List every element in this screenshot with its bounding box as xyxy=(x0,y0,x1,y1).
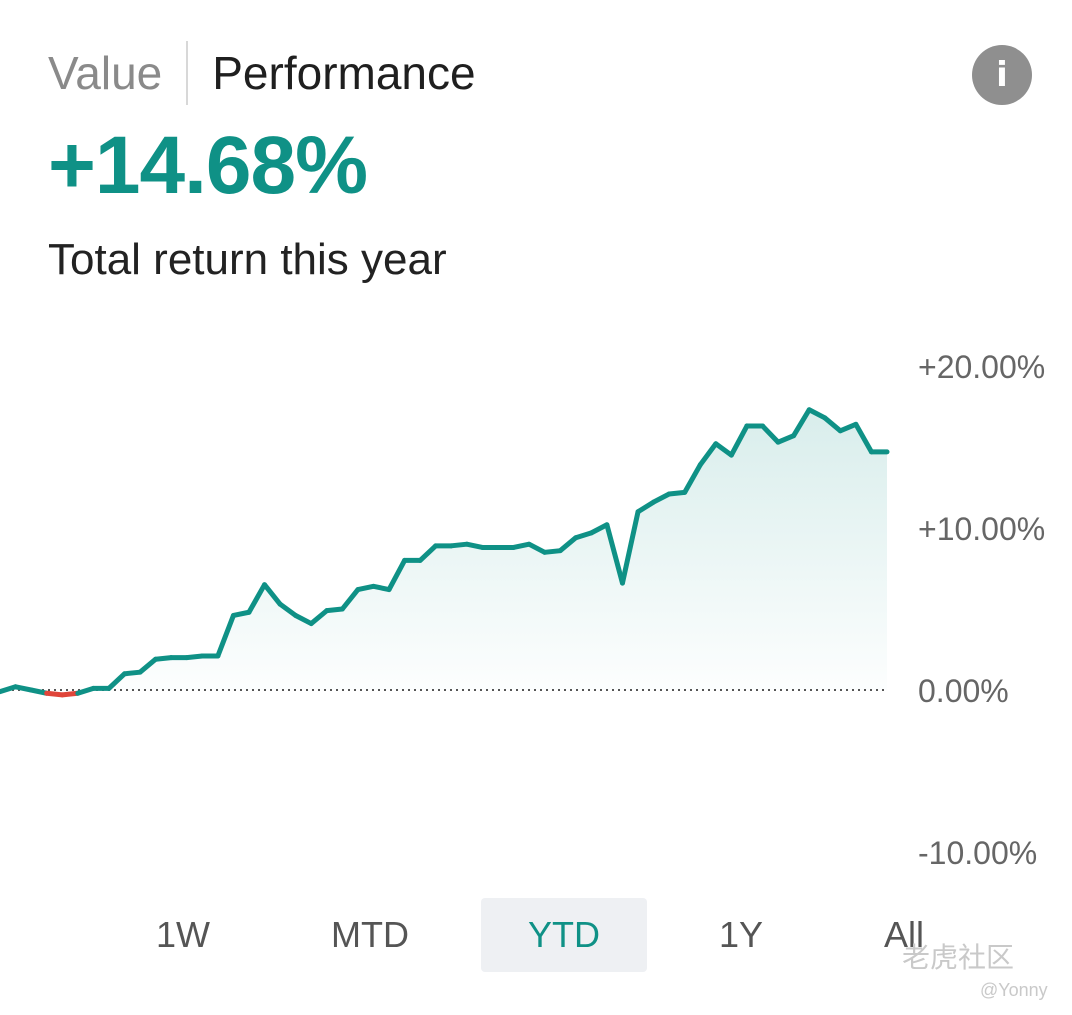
tab-divider xyxy=(186,41,189,105)
y-tick-label: +20.00% xyxy=(918,349,1045,385)
watermark-user: @Yonny xyxy=(980,980,1048,1000)
series-line-segment xyxy=(526,541,548,555)
y-tick-label: -10.00% xyxy=(918,835,1037,871)
series-line-segment xyxy=(230,609,252,618)
y-tick-label: 0.00% xyxy=(918,673,1009,709)
performance-chart: +20.00% +10.00% 0.00% -10.00% xyxy=(0,349,1045,871)
series-line-segment xyxy=(697,441,719,468)
series-line-segment xyxy=(588,522,610,536)
series-line-segment xyxy=(324,606,345,614)
info-icon[interactable]: i xyxy=(972,45,1032,105)
series-line-segment xyxy=(760,423,781,445)
series-line-segment xyxy=(75,685,96,696)
range-1w[interactable]: 1W xyxy=(156,914,210,955)
series-line-segment xyxy=(651,491,672,505)
series-line-segment xyxy=(728,423,750,458)
series-line-segment xyxy=(355,583,376,593)
series-line-segment xyxy=(262,582,283,607)
series-line-segment xyxy=(635,499,657,515)
series-line-segment xyxy=(464,541,485,550)
series-line-segment xyxy=(448,541,470,549)
series-line-segment xyxy=(59,690,81,698)
range-ytd[interactable]: YTD xyxy=(481,898,647,972)
series-line-segment xyxy=(137,656,159,675)
view-tabs: Value Performance xyxy=(48,38,476,108)
series-line-segment xyxy=(246,582,268,615)
series-line-segment xyxy=(339,587,361,612)
series-line-segment xyxy=(822,415,843,434)
series-line-segment xyxy=(542,548,563,555)
series-line-segment xyxy=(106,671,127,691)
watermark-brand: 老虎社区 xyxy=(902,941,1015,974)
series-line-segment xyxy=(184,653,205,661)
series-line-segment xyxy=(853,421,874,455)
series-line-segment xyxy=(417,543,439,563)
series-line-segment xyxy=(573,530,594,541)
series-line-segment xyxy=(791,407,812,439)
range-1y[interactable]: 1Y xyxy=(718,914,764,955)
range-all[interactable]: All xyxy=(883,914,924,955)
series-line-segment xyxy=(386,557,408,593)
series-line-segment xyxy=(837,421,859,434)
series-line-segment xyxy=(557,535,579,554)
series-line-segment xyxy=(619,509,641,586)
series-line-segment xyxy=(806,407,828,421)
series-line-segment xyxy=(277,601,299,618)
y-tick-label: +10.00% xyxy=(918,511,1045,547)
series-line-segment xyxy=(13,684,34,693)
series-line-segment xyxy=(121,669,143,677)
series-line-segment xyxy=(215,612,236,659)
series-line-segment xyxy=(308,608,330,627)
total-return-caption: Total return this year xyxy=(48,235,447,284)
series-line-segment xyxy=(775,433,797,445)
time-range-selector: 1W MTD YTD 1Y All xyxy=(0,898,1072,974)
total-return-value: +14.68% xyxy=(48,120,368,211)
series-line-segment xyxy=(44,690,65,698)
series-line-segment xyxy=(713,441,734,458)
tab-value[interactable]: Value xyxy=(48,47,163,99)
series-line-segment xyxy=(293,612,314,627)
series-line-segment xyxy=(153,655,174,662)
series-line-segment xyxy=(370,583,392,593)
range-mtd[interactable]: MTD xyxy=(331,914,409,955)
series-line-segment xyxy=(604,522,625,586)
chart-area-fill xyxy=(0,409,887,690)
series-line-segment xyxy=(511,541,532,550)
series-line-segment xyxy=(682,462,703,495)
series-line-segment xyxy=(0,684,19,695)
series-line-segment xyxy=(28,687,50,696)
series-line-segment xyxy=(666,489,688,497)
tab-performance[interactable]: Performance xyxy=(212,47,476,99)
